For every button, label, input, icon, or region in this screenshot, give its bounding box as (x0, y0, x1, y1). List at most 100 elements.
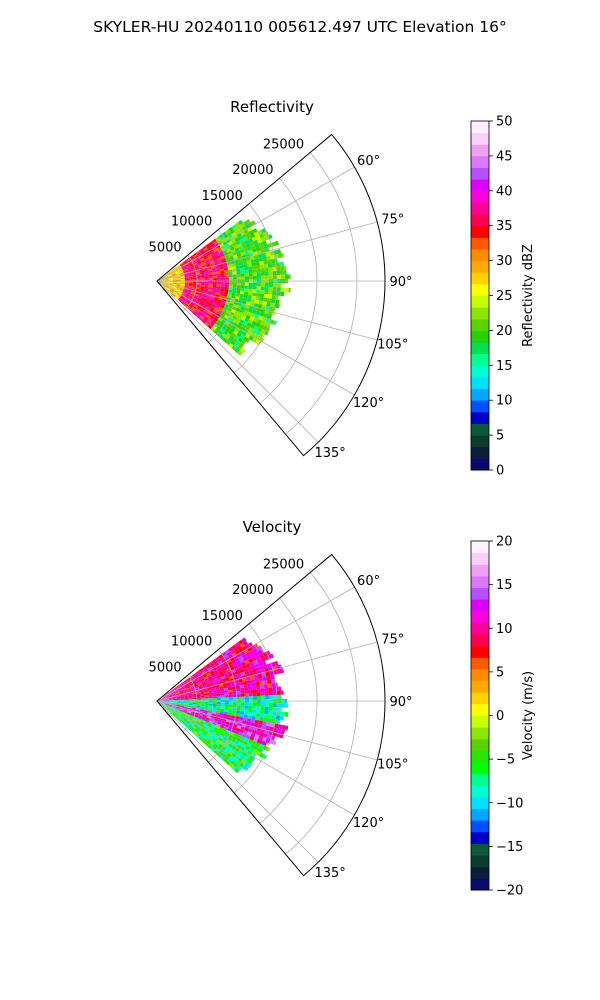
radar-cell (244, 239, 250, 245)
radar-cell (160, 699, 165, 701)
radar-cell (264, 330, 269, 336)
radar-cell (212, 703, 217, 707)
radar-cell (219, 673, 225, 678)
radar-cell (177, 266, 182, 269)
radar-cell (166, 692, 171, 695)
radar-cell (174, 270, 179, 273)
radar-cell (189, 675, 194, 679)
radar-cell (255, 322, 261, 328)
radar-cell (187, 269, 192, 272)
radar-cell (212, 691, 217, 695)
radar-cell (184, 287, 189, 290)
radar-cell (188, 693, 193, 696)
radar-cell (172, 699, 177, 701)
colorbar-tick-label: 5 (496, 665, 504, 680)
radar-cell (204, 708, 209, 711)
radar-cell (184, 694, 189, 696)
radar-cell (251, 309, 257, 315)
radar-cell (263, 313, 269, 318)
radar-cell (231, 715, 236, 719)
radar-cell (227, 264, 232, 268)
radar-cell (248, 269, 253, 274)
radar-cell (209, 315, 215, 320)
radar-cell (174, 709, 179, 713)
radar-cell (230, 680, 236, 685)
radar-cell (213, 298, 219, 302)
radar-cell (251, 236, 257, 242)
radar-cell (186, 721, 191, 725)
radar-cell (218, 683, 224, 688)
radar-cell (207, 722, 213, 726)
radar-cell (253, 659, 259, 665)
radar-cell (195, 709, 200, 713)
radar-cell (213, 309, 218, 314)
radar-cell (176, 282, 181, 284)
radar-cell (239, 347, 246, 354)
radar-cell (180, 696, 185, 699)
radar-cell (255, 681, 260, 686)
radar-cell (227, 736, 233, 741)
radar-cell (236, 673, 242, 678)
radar-cell (185, 685, 190, 688)
radar-cell (179, 262, 184, 266)
radar-cell (262, 676, 268, 682)
radar-cell (164, 276, 169, 278)
radar-cell (167, 286, 172, 289)
radar-cell (193, 715, 199, 718)
radar-cell (240, 276, 245, 280)
radar-cell (238, 246, 244, 251)
radar-cell (166, 288, 170, 291)
radar-cell (188, 697, 193, 700)
radar-cell (202, 304, 208, 308)
radar-cell (237, 663, 243, 668)
radar-cell (238, 749, 244, 755)
radar-cell (250, 679, 256, 684)
radar-cell (284, 274, 289, 279)
radar-cell (164, 695, 168, 698)
radar-cell (239, 248, 245, 254)
radar-cell (219, 735, 224, 740)
range-ring (259, 597, 318, 824)
radar-cell (218, 727, 224, 731)
radar-cell (231, 263, 236, 267)
radar-cell (176, 697, 181, 699)
colorbar-segment (471, 423, 489, 436)
radar-cell (272, 711, 277, 716)
radar-cell (234, 327, 240, 333)
radar-cell (244, 702, 249, 706)
radar-cell (171, 694, 176, 696)
radar-cell (256, 709, 261, 714)
radar-cell (221, 678, 227, 682)
radar-cell (247, 292, 253, 296)
radar-cell (216, 691, 221, 694)
radar-cell (223, 293, 228, 297)
radar-cell (241, 313, 247, 318)
radar-cell (249, 255, 255, 261)
radar-cell (188, 275, 193, 278)
radar-cell (226, 738, 231, 744)
radar-cell (229, 656, 235, 662)
radar-cell (223, 750, 229, 756)
radar-cell (164, 699, 169, 701)
radar-cell (185, 714, 190, 718)
radar-cell (203, 730, 208, 735)
radar-cell (163, 285, 167, 289)
radar-cell (166, 288, 170, 292)
radar-cell (211, 313, 216, 318)
radar-cell (208, 729, 214, 734)
radar-cell (175, 692, 180, 695)
colorbar-segment (471, 318, 489, 331)
radar-cell (224, 697, 229, 700)
radar-cell (251, 337, 258, 343)
radar-cell (184, 283, 189, 285)
radar-cell (208, 241, 214, 246)
radar-cell (169, 689, 174, 693)
radar-cell (184, 701, 189, 703)
radar-cell (247, 715, 252, 719)
radar-cell (181, 300, 186, 305)
radar-cell (189, 714, 194, 718)
radar-cell (168, 699, 173, 701)
radar-cell (252, 706, 257, 710)
radar-cell (280, 703, 285, 708)
radar-cell (229, 302, 234, 307)
